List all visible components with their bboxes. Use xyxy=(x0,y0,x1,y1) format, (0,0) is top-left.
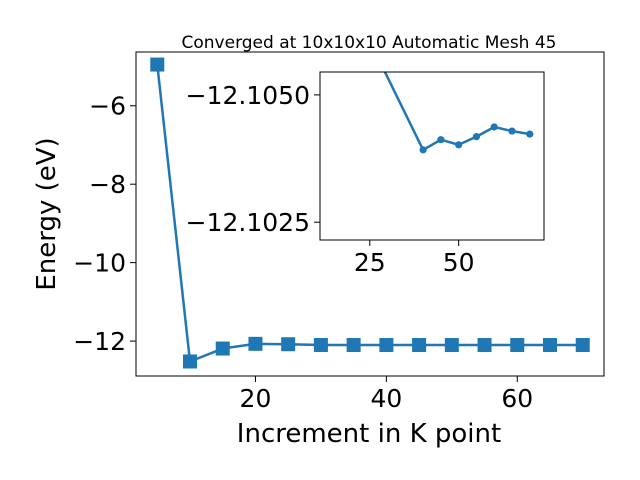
main-data-point xyxy=(281,337,296,352)
inset-series xyxy=(383,72,534,154)
main-series xyxy=(150,57,590,369)
x-axis-label: Increment in K point xyxy=(237,419,501,449)
main-data-point xyxy=(215,341,230,356)
inset-data-point xyxy=(526,130,534,138)
main-data-point xyxy=(346,338,361,353)
main-x-tick-label: 60 xyxy=(501,384,533,413)
main-data-point xyxy=(248,336,263,351)
inset-y-tick-label: −12.1050 xyxy=(186,81,310,110)
inset-data-point xyxy=(472,133,481,141)
main-plot-frame xyxy=(135,51,605,377)
main-axes: 20 40 60 −6 −8 −10 −12 xyxy=(73,51,605,413)
inset-x-ticks: 25 50 xyxy=(354,240,475,277)
main-x-tick-label: 40 xyxy=(370,384,402,413)
main-y-tick-label: −12 xyxy=(73,327,126,356)
main-data-point xyxy=(575,338,590,353)
main-data-point xyxy=(477,338,492,353)
inset-y-ticks: −12.1050 −12.1025 xyxy=(186,81,320,237)
main-data-point xyxy=(510,338,525,353)
inset-x-tick-label: 50 xyxy=(443,248,475,277)
main-x-ticks: 20 40 60 xyxy=(240,376,533,413)
main-x-tick-label: 20 xyxy=(240,384,272,413)
inset-y-tick-label: −12.1025 xyxy=(186,208,310,237)
inset-data-point xyxy=(455,141,463,149)
inset-axes: 25 50 −12.1050 −12.1025 xyxy=(186,71,545,277)
y-axis-label: Energy (eV) xyxy=(32,137,62,290)
inset-data-point xyxy=(419,146,427,154)
main-data-point xyxy=(543,338,557,353)
main-data-point xyxy=(412,338,427,353)
main-data-point xyxy=(444,338,459,353)
inset-plot-frame xyxy=(319,71,545,241)
inset-data-point xyxy=(490,123,498,131)
chart-title: Converged at 10x10x10 Automatic Mesh 45 xyxy=(182,33,557,53)
main-y-ticks: −6 −8 −10 −12 xyxy=(73,92,136,356)
main-y-tick-label: −6 xyxy=(89,92,126,121)
inset-data-point xyxy=(508,127,516,135)
main-y-tick-label: −8 xyxy=(89,170,126,199)
main-y-tick-label: −10 xyxy=(73,249,126,278)
main-data-point xyxy=(313,338,328,353)
inset-x-tick-label: 25 xyxy=(354,248,386,277)
main-data-point xyxy=(183,354,197,369)
main-data-point xyxy=(379,338,394,353)
inset-background xyxy=(320,72,544,240)
inset-data-point xyxy=(437,136,445,144)
main-data-point xyxy=(150,57,165,72)
